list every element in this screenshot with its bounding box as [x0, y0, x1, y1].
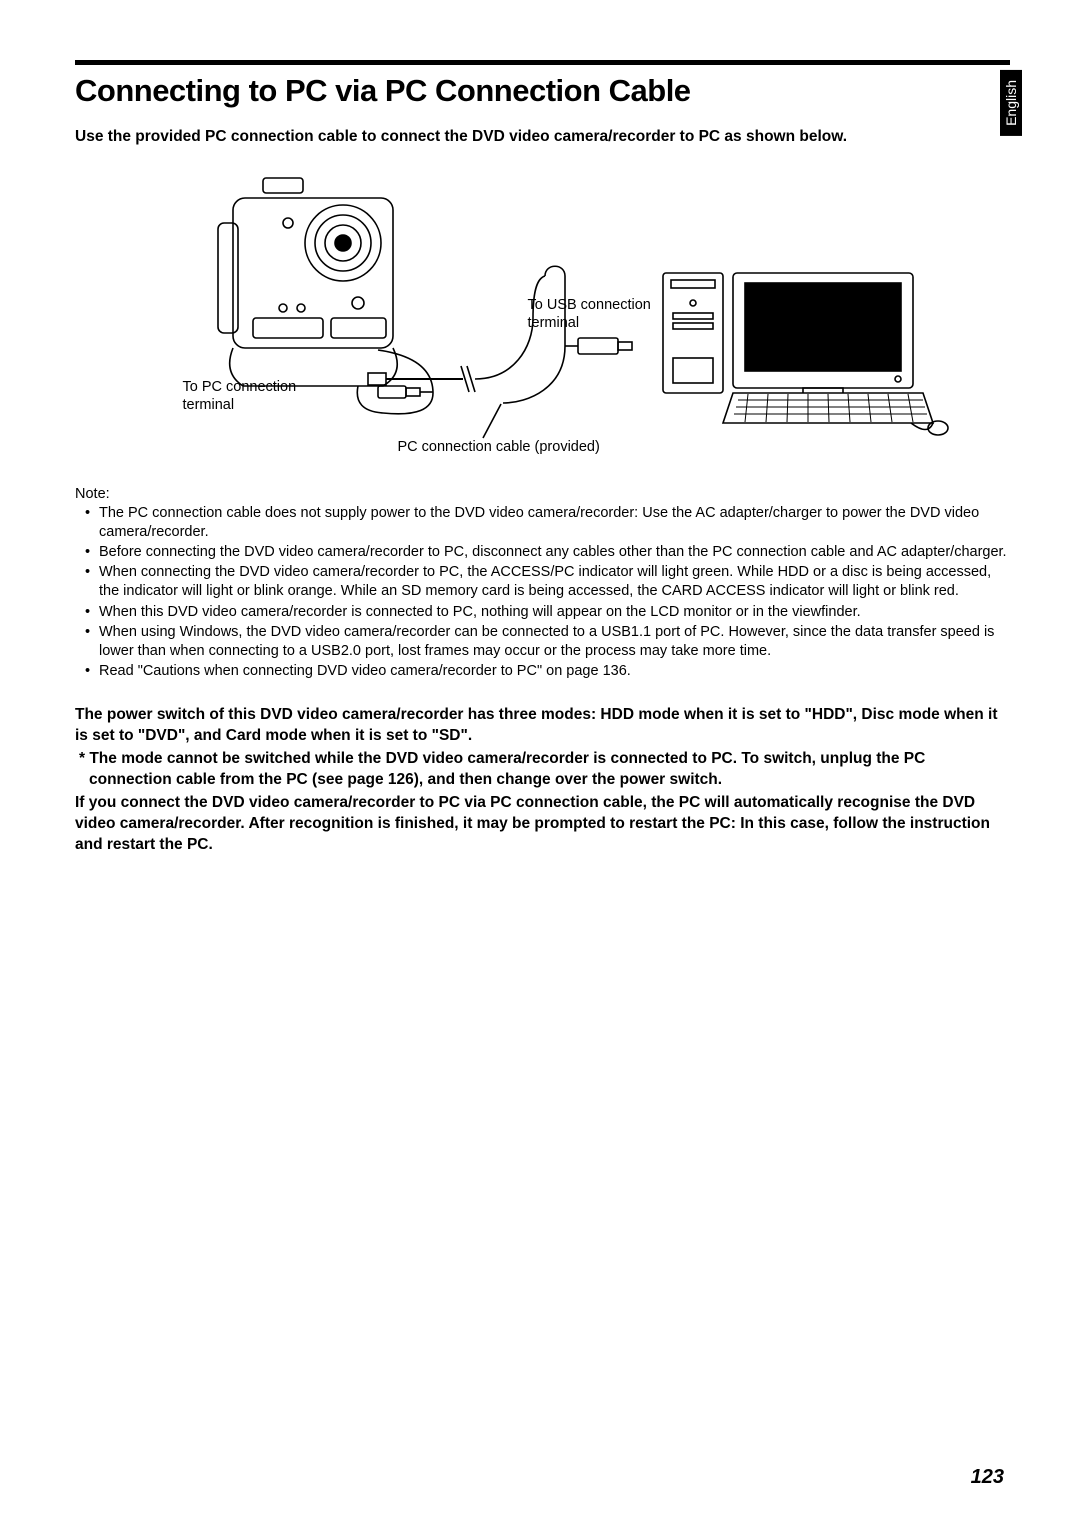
modes-p1: The power switch of this DVD video camer…: [75, 705, 1010, 747]
note-item: When using Windows, the DVD video camera…: [89, 623, 1010, 661]
page-title: Connecting to PC via PC Connection Cable: [75, 73, 1010, 109]
language-tab: English: [1000, 70, 1022, 136]
modes-p2: * The mode cannot be switched while the …: [75, 749, 1010, 791]
note-item: Before connecting the DVD video camera/r…: [89, 543, 1010, 562]
label-usb-connection-terminal: To USB connection terminal: [528, 296, 688, 332]
note-item: The PC connection cable does not supply …: [89, 504, 1010, 542]
note-item: Read "Cautions when connecting DVD video…: [89, 662, 1010, 681]
note-list: The PC connection cable does not supply …: [75, 504, 1010, 681]
label-pc-connection-cable: PC connection cable (provided): [398, 438, 658, 456]
connection-diagram: To PC connection terminal To USB connect…: [133, 168, 953, 468]
page-number: 123: [971, 1466, 1004, 1489]
intro-paragraph: Use the provided PC connection cable to …: [75, 127, 1010, 148]
note-heading: Note:: [75, 486, 1010, 502]
note-item: When this DVD video camera/recorder is c…: [89, 603, 1010, 622]
note-item: When connecting the DVD video camera/rec…: [89, 563, 1010, 601]
modes-p3: If you connect the DVD video camera/reco…: [75, 793, 1010, 856]
modes-paragraphs: The power switch of this DVD video camer…: [75, 705, 1010, 855]
label-pc-connection-terminal: To PC connection terminal: [183, 378, 343, 414]
section-rule: [75, 60, 1010, 65]
